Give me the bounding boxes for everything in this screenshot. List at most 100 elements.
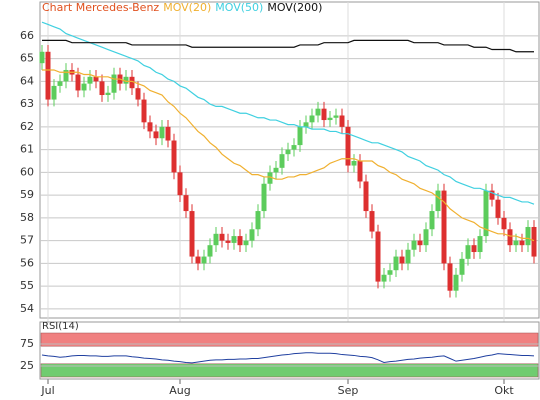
candle-body (75, 74, 81, 91)
candle-body (453, 274, 459, 291)
rsi-title: RSI(14) (42, 321, 79, 332)
candle-body (285, 149, 291, 155)
y-tick-label: 55 (20, 279, 34, 292)
candle-body (165, 126, 171, 141)
candle-body (315, 108, 321, 116)
y-tick-label: 60 (20, 165, 34, 178)
candle-body (261, 183, 267, 212)
candle-body (243, 240, 249, 246)
candle-body (471, 245, 477, 253)
candle-body (153, 131, 159, 139)
ma-line (42, 39, 534, 53)
y-tick-label: 63 (20, 97, 34, 110)
candle-body (375, 231, 381, 282)
y-tick-label: 65 (20, 52, 34, 65)
candle-body (45, 51, 51, 100)
rsi-line (41, 352, 535, 364)
candle-body (447, 263, 453, 291)
candle-body (273, 167, 279, 173)
candle-body (303, 122, 309, 127)
x-tick-label: Jul (40, 384, 54, 397)
y-tick-label: 62 (20, 120, 34, 133)
candle-body (411, 240, 417, 250)
candle-body (57, 81, 63, 86)
candle-body (351, 161, 357, 166)
y-tick-label: 57 (20, 234, 34, 247)
candle-body (333, 115, 339, 118)
candle-body (339, 115, 345, 127)
candle-body (231, 236, 237, 243)
candle-body (63, 69, 69, 82)
y-tick-label: 75 (20, 337, 34, 350)
rsi-band (40, 363, 539, 378)
candle-body (513, 240, 519, 246)
candle-body (171, 140, 177, 173)
y-tick-label: 58 (20, 211, 34, 224)
candle-body (297, 126, 303, 146)
candle-body (507, 229, 513, 246)
legend-entry: MOV(50) (215, 1, 264, 14)
candle-body (123, 76, 129, 84)
candle-body (519, 240, 525, 246)
candle-body (399, 256, 405, 264)
candle-body (201, 256, 207, 264)
y-tick-label: 56 (20, 256, 34, 269)
legend-entry: MOV(20) (163, 1, 212, 14)
candle-body (255, 211, 261, 230)
y-tick-label: 64 (20, 74, 34, 87)
candle-body (237, 236, 243, 246)
candle-body (189, 211, 195, 257)
candle-body (99, 81, 105, 96)
candle-body (135, 88, 141, 100)
candle-body (441, 190, 447, 264)
rsi-band (40, 332, 539, 347)
candle-body (87, 76, 93, 84)
candle-body (483, 190, 489, 237)
candle-body (477, 236, 483, 253)
candle-body (495, 199, 501, 218)
ma-line (41, 21, 535, 205)
candle-body (93, 76, 99, 82)
chart-header: Chart Mercedes-Benz MOV(20) MOV(50) MOV(200… (42, 1, 322, 14)
candle-body (105, 92, 111, 96)
y-tick-label: 25 (20, 359, 34, 372)
candle-body (525, 226, 531, 246)
rsi-header: RSI(14) (42, 321, 79, 332)
y-tick-label: 66 (20, 29, 34, 42)
candle-body (291, 145, 297, 150)
candle-body (129, 76, 135, 89)
candle-body (279, 154, 285, 168)
candle-body (321, 108, 327, 121)
candle-body (387, 270, 393, 275)
candle-body (345, 126, 351, 166)
candle-body (147, 122, 153, 132)
candle-body (369, 211, 375, 232)
candle-body (39, 51, 45, 64)
candle-body (213, 233, 219, 246)
candle-body (417, 240, 423, 246)
candle-body (489, 190, 495, 200)
x-tick-label: Aug (169, 384, 190, 397)
y-tick-label: 59 (20, 188, 34, 201)
candle-body (393, 256, 399, 271)
candle-body (429, 211, 435, 230)
candle-body (81, 83, 87, 91)
candle-body (423, 229, 429, 246)
candle-body (207, 245, 213, 257)
candle-body (405, 249, 411, 264)
candle-body (465, 245, 471, 259)
chart-title: Chart Mercedes-Benz (42, 1, 160, 14)
candle-body (219, 233, 225, 241)
x-tick-label: Sep (338, 384, 359, 397)
candle-body (141, 99, 147, 123)
ma-line (42, 69, 535, 242)
candle-body (159, 126, 165, 139)
candle-body (459, 258, 465, 275)
candle-body (363, 181, 369, 212)
candle-body (309, 115, 315, 123)
candle-body (267, 172, 273, 184)
candle-body (249, 229, 255, 241)
candle-body (51, 85, 57, 100)
